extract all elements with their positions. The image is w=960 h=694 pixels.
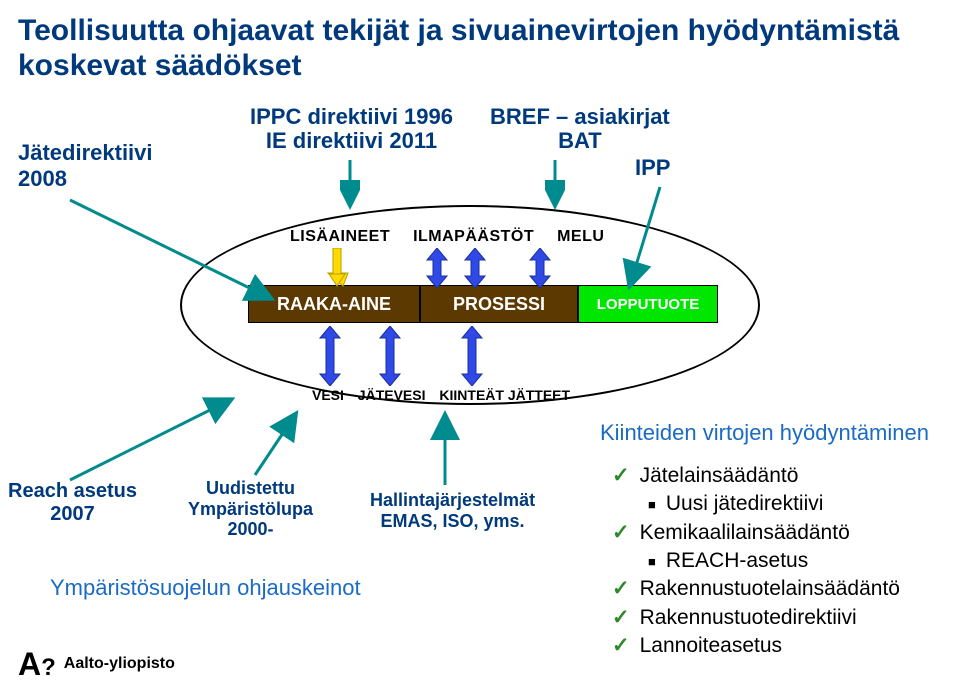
bullet-rak-laki: Rakennustuotelainsäädäntö <box>612 575 900 603</box>
arrow-reach-up <box>60 395 240 485</box>
aalto-logo: A? Aalto-yliopisto <box>18 648 175 680</box>
bullet-kemikaali: Kemikaalilainsäädäntö <box>612 519 900 547</box>
page-title: Teollisuutta ohjaavat tekijät ja sivuain… <box>18 14 960 83</box>
bullet-lan: Lannoiteasetus <box>612 632 900 660</box>
arrow-melu <box>528 248 552 288</box>
bullet-sub-reach: REACH-asetus <box>612 547 900 575</box>
arrow-jate <box>60 198 290 308</box>
bref-l2: BAT <box>490 129 670 153</box>
melu-label: MELU <box>557 228 604 245</box>
ilmapaastot-label: ILMAPÄÄSTÖT <box>413 228 534 245</box>
arrow-bref <box>545 158 565 212</box>
arrow-kiinteat <box>460 326 484 386</box>
arrow-lisaaineet <box>325 248 355 288</box>
jatevesi-label: JÄTEVESI <box>358 387 426 403</box>
reach-l2: 2007 <box>8 503 137 526</box>
uud-l3: 2000- <box>188 519 313 540</box>
ippc-label: IPPC direktiivi 1996 IE direktiivi 2011 <box>250 105 453 153</box>
bullet-jate: Jätelainsäädäntö <box>612 462 900 490</box>
hallinta-l1: Hallintajärjestelmät <box>370 490 535 511</box>
jate-l1: Jätedirektiivi <box>18 140 153 166</box>
arrow-ilma-2 <box>463 248 487 288</box>
arrow-ilma-1 <box>425 248 449 288</box>
ippc-l1: IPPC direktiivi 1996 <box>250 105 453 129</box>
vesi-label: VESI <box>312 387 344 403</box>
lisaaineet-label: LISÄAINEET <box>290 228 390 245</box>
hallinta-l2: EMAS, ISO, yms. <box>370 511 535 532</box>
arrow-hallinta-up <box>430 410 460 490</box>
bullets-list: Jätelainsäädäntö Uusi jätedirektiivi Kem… <box>612 462 900 660</box>
jate-label: Jätedirektiivi 2008 <box>18 140 153 193</box>
reach-label: Reach asetus 2007 <box>8 480 137 526</box>
aalto-q-icon: A? <box>18 648 56 680</box>
arrow-uud-up <box>245 410 305 480</box>
jate-l2: 2008 <box>18 166 153 192</box>
uudistettu-label: Uudistettu Ympäristölupa 2000- <box>188 478 313 540</box>
prosessi-box: PROSESSI <box>420 285 578 323</box>
ympsuo-label: Ympäristösuojelun ohjauskeinot <box>50 575 361 601</box>
ipp-label: IPP <box>635 155 670 181</box>
arrow-vesi <box>318 326 342 386</box>
bref-label: BREF – asiakirjat BAT <box>490 105 670 153</box>
kiinteat-label: KIINTEÄT JÄTTEET <box>439 387 570 403</box>
arrow-ippc <box>340 158 360 212</box>
hallinta-label: Hallintajärjestelmät EMAS, ISO, yms. <box>370 490 535 531</box>
aalto-text: Aalto-yliopisto <box>64 655 175 673</box>
bref-l1: BREF – asiakirjat <box>490 105 670 129</box>
bullet-sub-jate: Uusi jätedirektiivi <box>612 490 900 518</box>
arrow-ipp <box>620 185 680 295</box>
ellipse-bottom-labels: VESI JÄTEVESI KIINTEÄT JÄTTEET <box>312 387 580 403</box>
arrow-jatevesi <box>378 326 402 386</box>
ippc-l2: IE direktiivi 2011 <box>250 129 453 153</box>
uud-l2: Ympäristölupa <box>188 499 313 520</box>
ellipse-top-labels: LISÄAINEET ILMAPÄÄSTÖT MELU <box>290 228 622 246</box>
bullet-rak-dir: Rakennustuotedirektiivi <box>612 604 900 632</box>
kiinteiden-heading: Kiinteiden virtojen hyödyntäminen <box>600 420 929 446</box>
